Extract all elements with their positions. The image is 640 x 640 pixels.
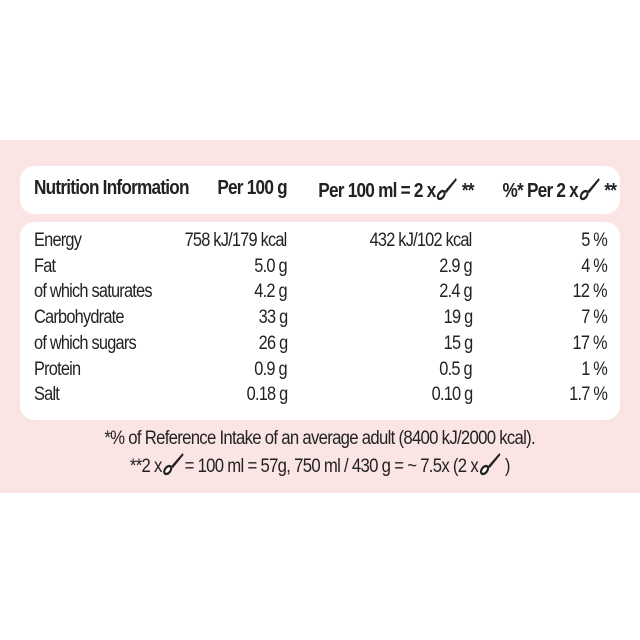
row-label: Carbohydrate (34, 307, 124, 329)
col2-asterisks: ** (462, 180, 475, 202)
row-value-per-100g: 758 kJ/179 kcal (185, 230, 288, 251)
spoon-icon (478, 452, 501, 476)
row-value-reference-intake: 5 % (581, 230, 608, 251)
col2-text: Per 100 ml = 2 x (318, 180, 437, 202)
row-label: Energy (34, 230, 82, 251)
row-label: of which saturates (34, 281, 153, 303)
row-label: Fat (34, 255, 56, 277)
row-label: Salt (34, 384, 60, 406)
spoon-icon (162, 452, 185, 476)
column-header-reference-intake: %* Per 2 x ** (502, 177, 617, 203)
row-value-reference-intake: 1.7 % (569, 384, 608, 406)
nutrition-table (20, 222, 620, 420)
table-title: Nutrition Information (34, 177, 190, 199)
footnote-text: *% of Reference Intake of an average adu… (104, 428, 536, 449)
row-value-per-100g: 0.18 g (246, 384, 288, 406)
row-label: Protein (34, 358, 81, 380)
footnote-prefix: **2 x (130, 456, 163, 477)
col3-text: %* Per 2 x (502, 180, 578, 202)
row-value-per-100g: 33 g (258, 307, 287, 329)
header-panel (20, 166, 620, 214)
row-value-per-100g: 26 g (258, 332, 287, 354)
row-value-per-100ml: 19 g (443, 307, 472, 329)
row-value-per-100g: 5.0 g (254, 255, 288, 277)
footnote-reference-intake: *% of Reference Intake of an average adu… (0, 428, 640, 450)
column-header-per-100g: Per 100 g (217, 177, 287, 199)
row-value-per-100ml: 15 g (443, 332, 472, 354)
row-value-per-100ml: 0.10 g (431, 384, 473, 406)
row-value-reference-intake: 12 % (572, 281, 608, 303)
spoon-icon (578, 177, 600, 201)
column-header-per-100ml: Per 100 ml = 2 x ** (318, 177, 475, 203)
footnote-close: ) (505, 456, 511, 477)
row-label: of which sugars (34, 332, 137, 354)
col3-asterisks: ** (604, 180, 617, 202)
row-value-per-100g: 0.9 g (254, 358, 288, 380)
footnote-body: = 100 ml = 57g, 750 ml / 430 g = ~ 7.5x … (184, 456, 479, 477)
row-value-reference-intake: 7 % (581, 307, 608, 329)
row-value-per-100ml: 432 kJ/102 kcal (370, 230, 473, 251)
footnote-serving: **2 x = 100 ml = 57g, 750 ml / 430 g = ~ … (0, 452, 640, 478)
row-value-reference-intake: 1 % (581, 358, 608, 380)
row-value-per-100ml: 2.9 g (439, 255, 473, 277)
row-value-per-100g: 4.2 g (254, 281, 288, 303)
spoon-icon (436, 177, 458, 201)
row-value-reference-intake: 17 % (572, 332, 608, 354)
row-value-reference-intake: 4 % (581, 255, 608, 277)
row-value-per-100ml: 2.4 g (439, 281, 473, 303)
row-value-per-100ml: 0.5 g (439, 358, 473, 380)
